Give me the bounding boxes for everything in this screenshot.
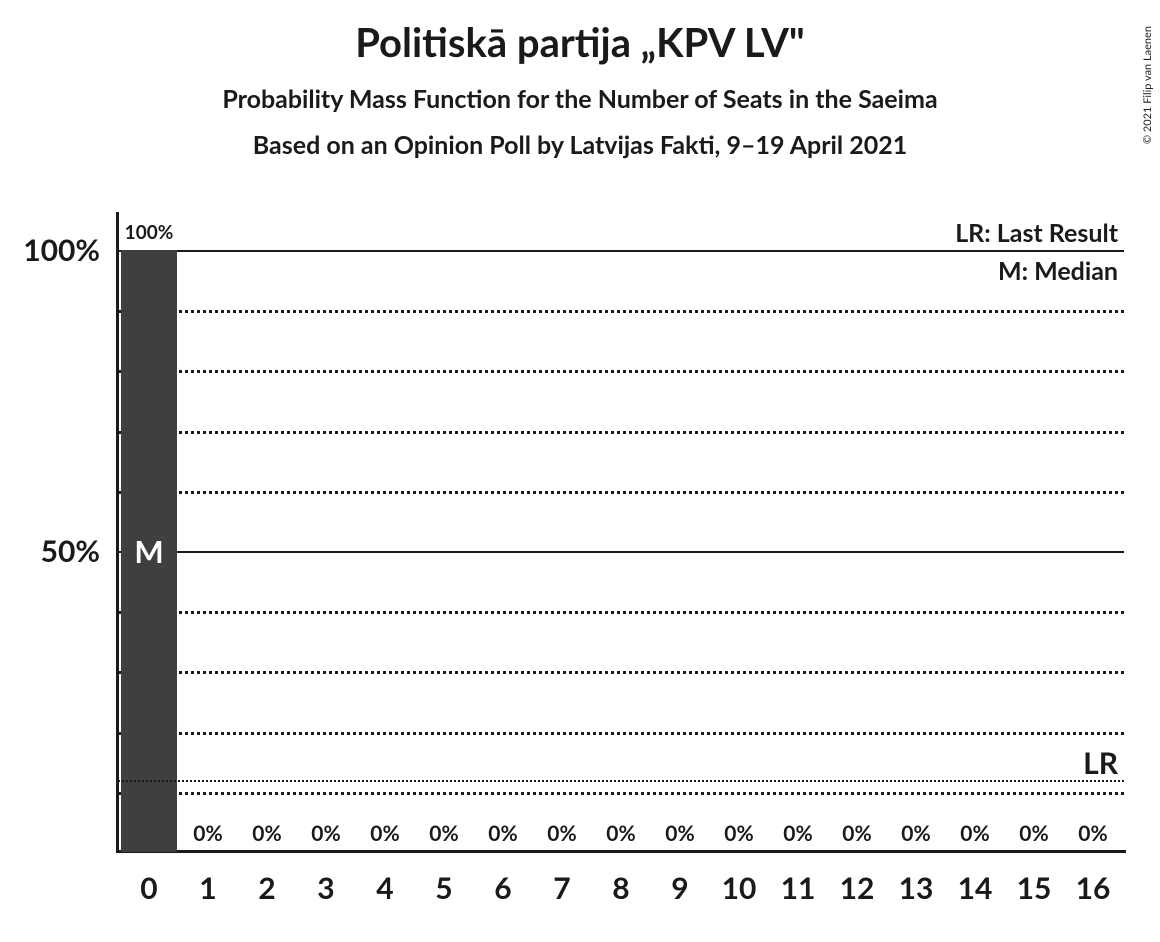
x-tick-label: 9 <box>671 870 688 906</box>
x-tick-label: 14 <box>958 870 993 906</box>
x-tick-label: 11 <box>781 870 816 906</box>
legend-median: M: Median <box>998 256 1118 286</box>
grid-minor <box>118 611 1124 614</box>
copyright-text: © 2021 Filip van Laenen <box>1141 26 1154 144</box>
x-tick-label: 13 <box>899 870 934 906</box>
x-tick-label: 1 <box>199 870 216 906</box>
bar-value-label: 0% <box>311 821 340 846</box>
x-tick-label: 0 <box>140 870 157 906</box>
x-tick-label: 10 <box>722 870 757 906</box>
bar-value-label: 0% <box>842 821 871 846</box>
chart-title: Politiskā partija „KPV LV" <box>0 18 1160 66</box>
bar-value-label: 0% <box>960 821 989 846</box>
grid-minor <box>118 732 1124 735</box>
bar-value-label: 0% <box>429 821 458 846</box>
bar-value-label: 0% <box>370 821 399 846</box>
chart-subtitle-1: Probability Mass Function for the Number… <box>0 84 1160 114</box>
grid-minor <box>118 792 1124 795</box>
x-tick-label: 3 <box>317 870 334 906</box>
last-result-marker: LR <box>1083 745 1118 781</box>
chart-subtitle-2: Based on an Opinion Poll by Latvijas Fak… <box>0 130 1160 160</box>
grid-major <box>118 551 1124 553</box>
bar-value-label: 0% <box>665 821 694 846</box>
x-tick-label: 7 <box>553 870 570 906</box>
bar-value-label: 100% <box>125 221 174 244</box>
median-marker: M <box>134 532 163 570</box>
x-tick-label: 12 <box>840 870 875 906</box>
grid-minor <box>118 491 1124 494</box>
y-tick-label: 100% <box>0 232 100 268</box>
bar-value-label: 0% <box>606 821 635 846</box>
last-result-line <box>118 780 1124 782</box>
x-tick-label: 4 <box>376 870 393 906</box>
chart-plot-area: M 100% 0% 0% 0% 0% 0% 0% 0% 0% 0% 0% 0% 0% 0% 0% 0% 0% LR:… <box>118 220 1124 852</box>
x-tick-label: 16 <box>1076 870 1111 906</box>
bar-value-label: 0% <box>1019 821 1048 846</box>
x-tick-label: 8 <box>612 870 629 906</box>
bar-value-label: 0% <box>488 821 517 846</box>
grid-minor <box>118 431 1124 434</box>
x-axis-line <box>116 850 1126 853</box>
bar-value-label: 0% <box>901 821 930 846</box>
grid-minor <box>118 310 1124 313</box>
x-tick-label: 5 <box>435 870 452 906</box>
y-tick-label: 50% <box>0 533 100 569</box>
x-tick-label: 15 <box>1017 870 1052 906</box>
y-axis-line <box>116 212 119 853</box>
bar-value-label: 0% <box>252 821 281 846</box>
bar-value-label: 0% <box>547 821 576 846</box>
x-tick-label: 2 <box>258 870 275 906</box>
bar-value-label: 0% <box>724 821 753 846</box>
grid-minor <box>118 370 1124 373</box>
bar-value-label: 0% <box>783 821 812 846</box>
bar-value-label: 0% <box>193 821 222 846</box>
x-tick-label: 6 <box>494 870 511 906</box>
legend-last-result: LR: Last Result <box>955 218 1118 248</box>
grid-major <box>118 250 1124 252</box>
grid-minor <box>118 671 1124 674</box>
bar-value-label: 0% <box>1078 821 1107 846</box>
